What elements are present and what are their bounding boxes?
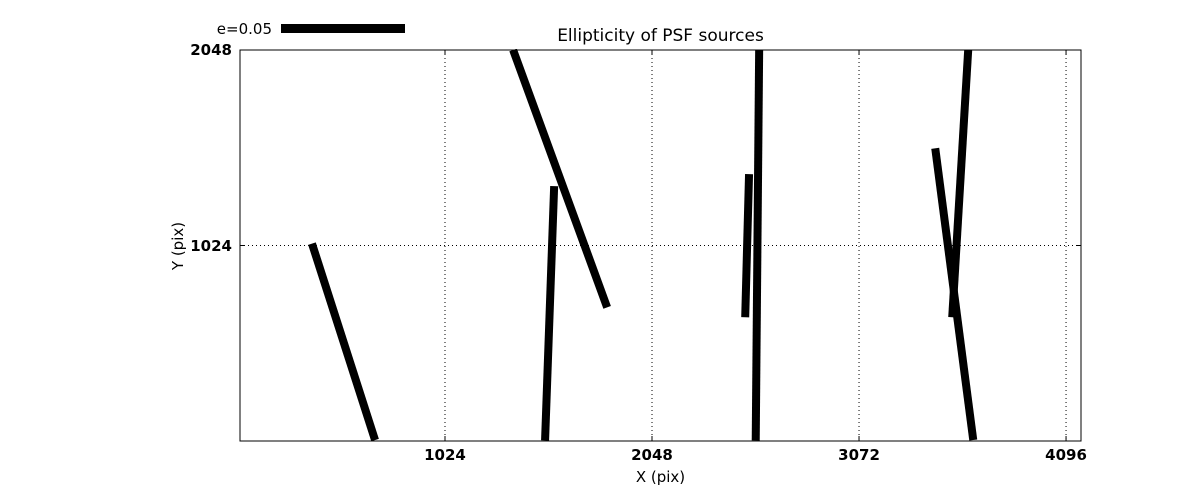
chart-title: Ellipticity of PSF sources [557, 26, 764, 46]
ellipticity-stick [931, 147, 978, 441]
ellipticity-stick [741, 173, 754, 318]
y-tick-label: 2048 [190, 41, 232, 59]
legend-label: e=0.05 [216, 20, 272, 38]
ellipticity-stick [751, 49, 764, 441]
x-axis-label: X (pix) [635, 468, 686, 486]
x-tick-label: 3072 [838, 446, 880, 464]
x-tick-label: 2048 [631, 446, 673, 464]
legend-key-bar [281, 24, 405, 33]
ellipticity-stick [541, 185, 559, 441]
x-tick-label: 1024 [424, 446, 466, 464]
x-tick-label: 4096 [1045, 446, 1087, 464]
ellipticity-stick [308, 242, 379, 442]
ellipticity-sticks [308, 49, 978, 442]
ellipticity-stick [509, 49, 611, 309]
y-tick-label: 1024 [190, 236, 232, 255]
